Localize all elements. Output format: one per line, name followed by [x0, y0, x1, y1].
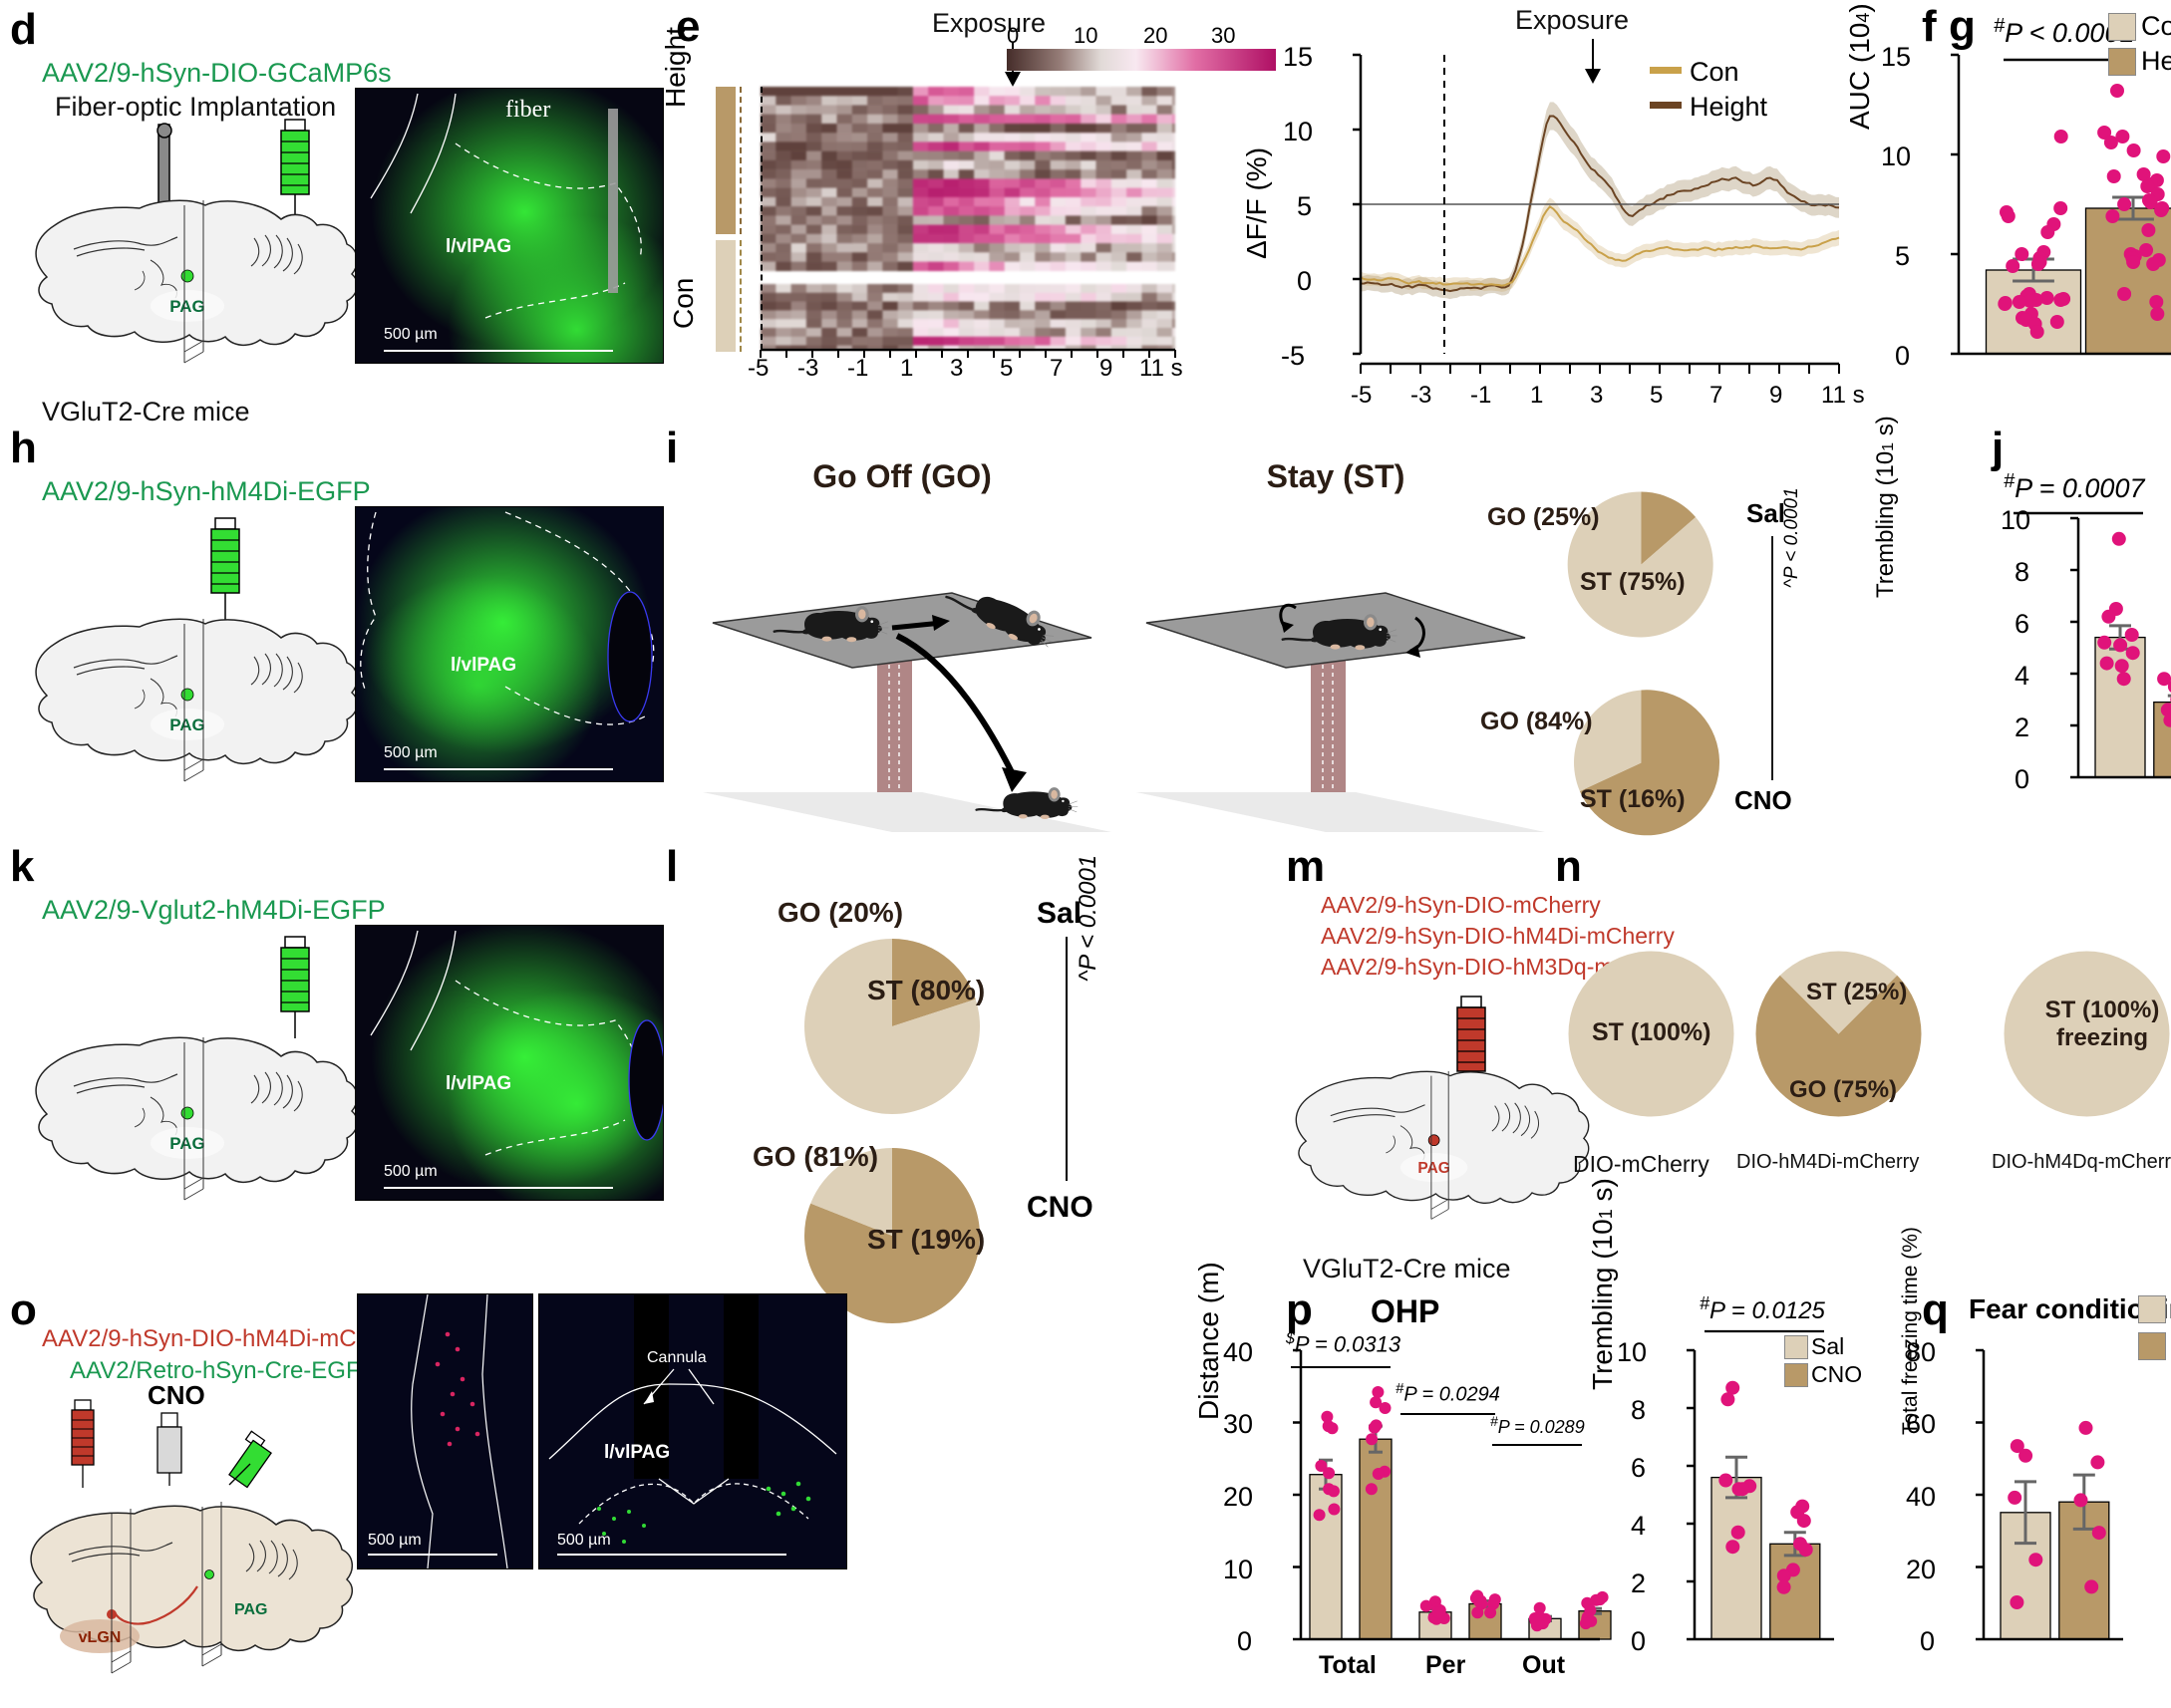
svg-text:PAG: PAG — [234, 1601, 267, 1618]
svg-text:0: 0 — [1007, 23, 1019, 48]
svg-text:20: 20 — [1143, 23, 1167, 48]
svg-text:PAG: PAG — [169, 1134, 205, 1153]
svg-text:10: 10 — [1074, 23, 1097, 48]
svg-text:PAG: PAG — [169, 297, 205, 316]
svg-text:vLGN: vLGN — [79, 1629, 122, 1646]
svg-text:PAG: PAG — [169, 715, 205, 734]
svg-text:PAG: PAG — [1417, 1160, 1449, 1177]
svg-text:30: 30 — [1211, 23, 1235, 48]
